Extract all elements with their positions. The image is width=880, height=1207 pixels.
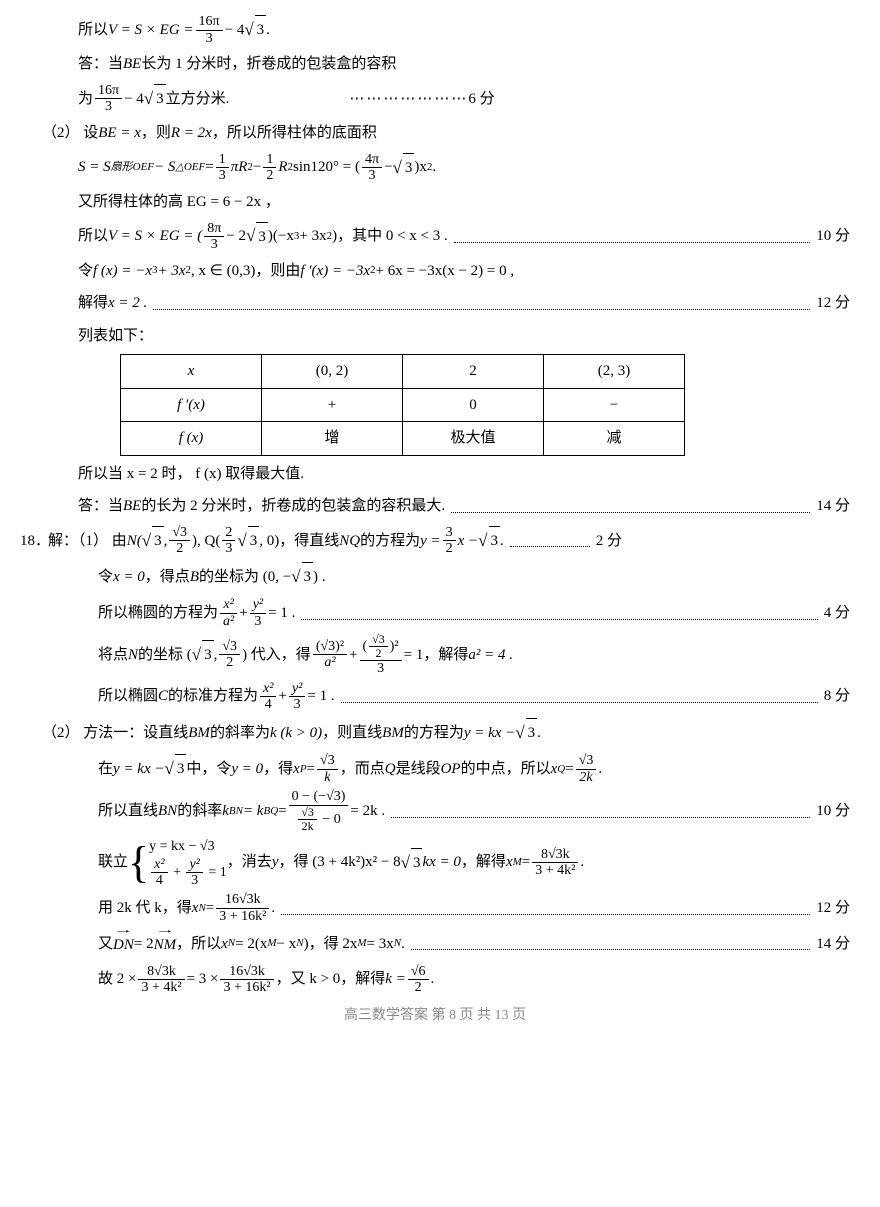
text-line: 又所得柱体的高 EG = 6 − 2x ， [20, 188, 850, 217]
text-line: 所以直线 BN 的斜率 kBN = kBQ = 0 − (−√3)√32k − … [20, 789, 850, 833]
text-line: 在 y = kx − √3 中，令 y = 0，得 xP = √3k ，而点 Q… [20, 753, 850, 785]
text-line: 所以椭圆的方程为 x²a² + y²3 = 1 . 4 分 [20, 597, 850, 629]
text-line: 令 x = 0，得点 B 的坐标为 (0, −√3) . [20, 561, 850, 593]
text-line: 联立 { y = kx − √3 x²4 + y²3 = 1 ，消去 y，得 (… [20, 837, 850, 888]
text-line: 解得 x = 2 . 12 分 [20, 289, 850, 318]
text-line: 答：当 BE 的长为 2 分米时，折卷成的包装盒的容积最大. 14 分 [20, 492, 850, 521]
text-line: 为 16π3 − 4√3 立方分米. ⋯⋯⋯⋯⋯⋯⋯6 分 [20, 83, 850, 115]
page-footer: 高三数学答案 第 8 页 共 13 页 [20, 1003, 850, 1030]
text-line: 所以椭圆 C 的标准方程为 x²4 + y²3 = 1 . 8 分 [20, 681, 850, 713]
text-line: 答：当 BE 长为 1 分米时，折卷成的包装盒的容积 [20, 50, 850, 79]
text-line: 故 2 × 8√3k3 + 4k² = 3 × 16√3k3 + 16k² ，又… [20, 964, 850, 996]
text-line: S = S扇形OEF − S△OEF = 13 πR2 − 12 R2 sin1… [20, 152, 850, 184]
derivative-table: x(0, 2)2(2, 3) f ′(x)+0− f (x)增极大值减 [120, 354, 685, 456]
text-line: 又 DN = 2NM，所以 xN = 2(xM − xN)，得 2xM = 3x… [20, 928, 850, 960]
text-line: 令 f (x) = −x3 + 3x2, x ∈ (0,3)，则由 f ′(x)… [20, 257, 850, 286]
text-line: 所以V = S × EG = 16π3 − 4√3 . [20, 14, 850, 46]
text-line: 将点 N 的坐标 (√3, √32 ) 代入，得 (√3)²a² + (√32)… [20, 633, 850, 677]
text-line: 18． 解：（1） 由 N(√3, √32 ), Q( 23 √3, 0)，得直… [20, 525, 850, 557]
text-line: （2） 设 BE = x ，则 R = 2x ，所以所得柱体的底面积 [20, 119, 850, 148]
text-line: 所以 V = S × EG = ( 8π3 − 2√3)(−x3 + 3x2)，… [20, 220, 850, 252]
text-line: 所以当 x = 2 时， f (x) 取得最大值. [20, 460, 850, 489]
text-line: （2） 方法一：设直线 BM 的斜率为 k (k > 0)，则直线 BM 的方程… [20, 717, 850, 749]
text-line: 列表如下： [20, 322, 850, 351]
